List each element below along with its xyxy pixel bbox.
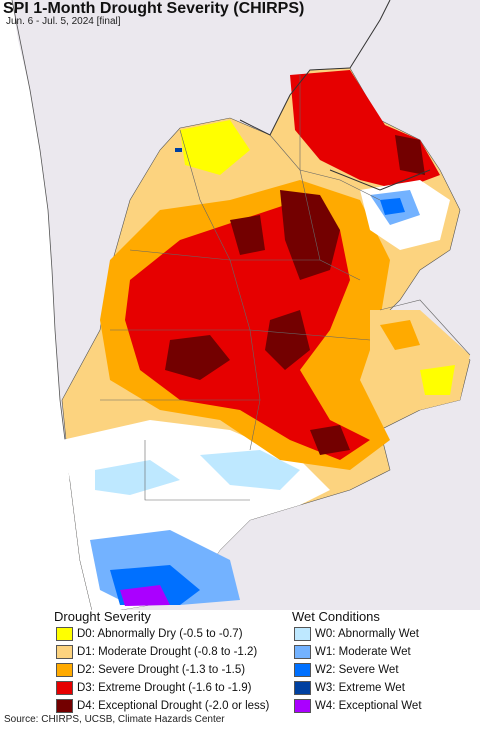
- swatch-d3: [56, 681, 73, 695]
- legend-w4-label: W4: Exceptional Wet: [315, 700, 422, 712]
- swatch-d1: [56, 645, 73, 659]
- legend-w0: W0: Abnormally Wet: [294, 627, 419, 641]
- legend-d2-label: D2: Severe Drought (-1.3 to -1.5): [77, 664, 246, 676]
- swatch-d4: [56, 699, 73, 713]
- swatch-d2: [56, 663, 73, 677]
- drought-legend-title: Drought Severity: [54, 609, 151, 624]
- map-subtitle: Jun. 6 - Jul. 5, 2024 [final]: [6, 16, 121, 27]
- legend-w3: W3: Extreme Wet: [294, 681, 405, 695]
- drought-map: [11, 0, 480, 610]
- legend-d1-label: D1: Moderate Drought (-0.8 to -1.2): [77, 646, 258, 658]
- swatch-w2: [294, 663, 311, 677]
- legend-d3-label: D3: Extreme Drought (-1.6 to -1.9): [77, 682, 252, 694]
- swatch-w1: [294, 645, 311, 659]
- legend-w4: W4: Exceptional Wet: [294, 699, 422, 713]
- legend-w1: W1: Moderate Wet: [294, 645, 411, 659]
- legend-d1: D1: Moderate Drought (-0.8 to -1.2): [56, 645, 257, 659]
- legend-d0: D0: Abnormally Dry (-0.5 to -0.7): [56, 627, 243, 641]
- legend-w1-label: W1: Moderate Wet: [315, 646, 411, 658]
- source-credit: Source: CHIRPS, UCSB, Climate Hazards Ce…: [4, 714, 225, 725]
- swatch-w0: [294, 627, 311, 641]
- legend-w0-label: W0: Abnormally Wet: [315, 628, 419, 640]
- legend-d4-label: D4: Exceptional Drought (-2.0 or less): [77, 700, 270, 712]
- swatch-w4: [294, 699, 311, 713]
- legend-d4: D4: Exceptional Drought (-2.0 or less): [56, 699, 269, 713]
- legend-d3: D3: Extreme Drought (-1.6 to -1.9): [56, 681, 251, 695]
- legend-w3-label: W3: Extreme Wet: [315, 682, 405, 694]
- legend-w2-label: W2: Severe Wet: [315, 664, 399, 676]
- legend-d2: D2: Severe Drought (-1.3 to -1.5): [56, 663, 245, 677]
- swatch-d0: [56, 627, 73, 641]
- swatch-w3: [294, 681, 311, 695]
- map-title: SPI 1-Month Drought Severity (CHIRPS): [3, 0, 305, 17]
- wet-legend-title: Wet Conditions: [292, 609, 380, 624]
- legend-w2: W2: Severe Wet: [294, 663, 399, 677]
- legend-d0-label: D0: Abnormally Dry (-0.5 to -0.7): [77, 628, 243, 640]
